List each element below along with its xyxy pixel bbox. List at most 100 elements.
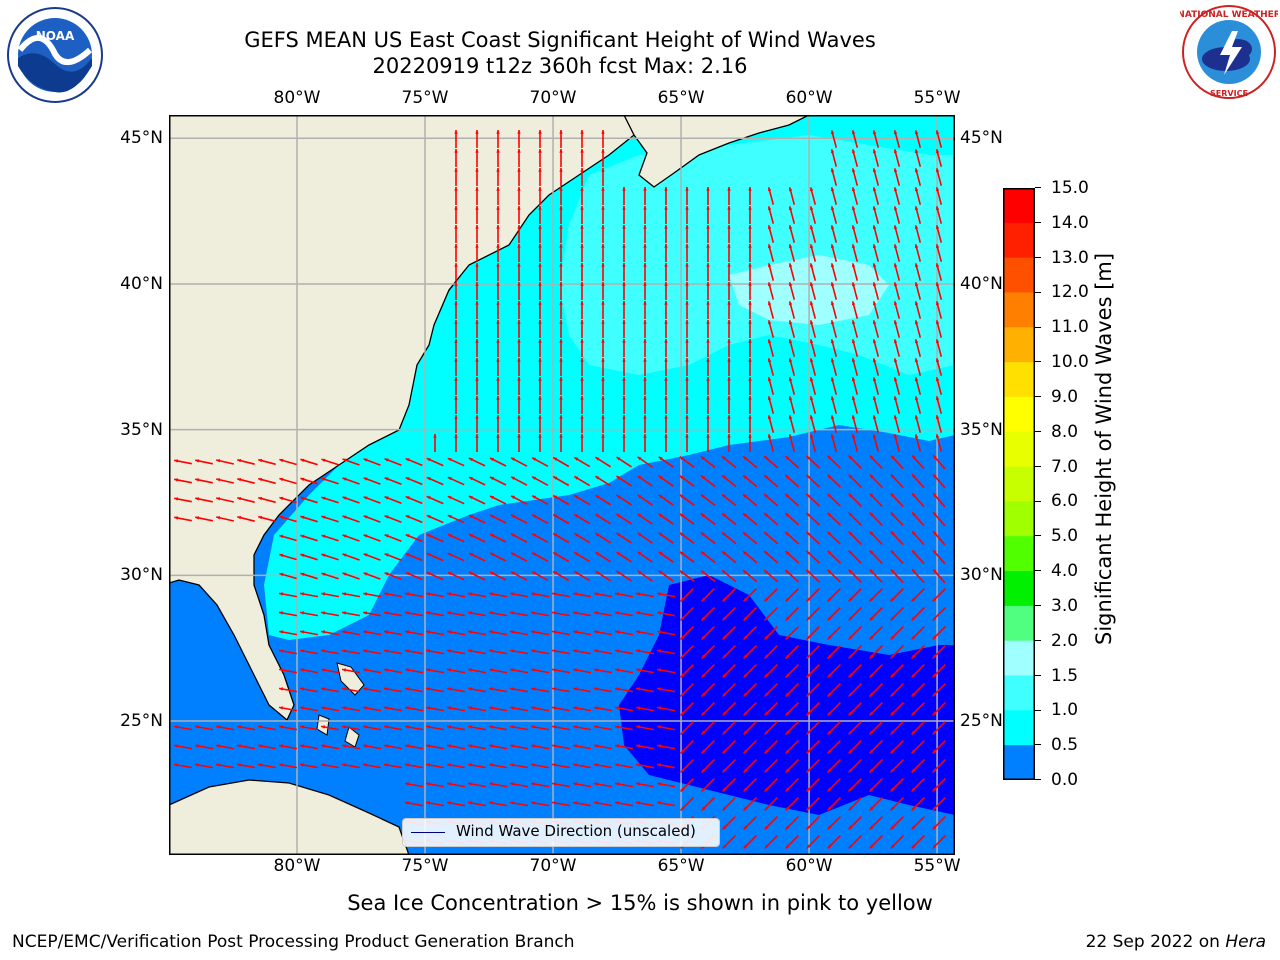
wave-direction-arrowhead	[615, 763, 619, 767]
wave-direction-arrowhead	[764, 787, 769, 792]
wave-direction-arrowhead	[893, 282, 898, 287]
wave-direction-arrowhead	[363, 611, 367, 615]
wave-direction-arrowhead	[727, 225, 731, 229]
wave-direction-arrowhead	[594, 649, 598, 653]
wave-direction-arrowhead	[300, 687, 304, 691]
wave-direction-arrowhead	[706, 206, 710, 210]
wave-direction-arrowhead	[195, 497, 200, 501]
wave-direction-arrowhead	[848, 616, 853, 621]
wave-direction-arrowhead	[933, 512, 937, 517]
wave-direction-arrowhead	[935, 301, 940, 306]
wave-direction-arrowhead	[454, 396, 458, 400]
wave-direction-arrowhead	[538, 282, 542, 286]
wave-direction-arrowhead	[532, 571, 537, 575]
wave-direction-arrowhead	[727, 434, 731, 438]
wave-direction-arrowhead	[890, 531, 895, 536]
wave-direction-arrowhead	[785, 513, 790, 517]
wave-direction-arrowhead	[559, 320, 563, 324]
wave-direction-arrowhead	[872, 187, 877, 192]
wave-direction-arrowhead	[258, 725, 262, 729]
wave-direction-arrowhead	[932, 597, 937, 602]
wave-direction-arrowhead	[911, 597, 916, 602]
wave-direction-arrowhead	[722, 673, 727, 678]
wave-direction-arrowhead	[806, 550, 811, 555]
wave-direction-arrowhead	[454, 377, 458, 381]
wave-direction-arrowhead	[869, 787, 874, 792]
wave-direction-arrowhead	[706, 282, 710, 286]
wave-direction-arrowhead	[573, 744, 577, 748]
wave-direction-arrowhead	[872, 358, 877, 363]
wave-direction-arrowhead	[788, 434, 793, 439]
wave-direction-arrowhead	[658, 570, 663, 575]
wave-direction-arrowhead	[872, 168, 877, 173]
wave-direction-arrowhead	[615, 744, 619, 748]
wave-direction-arrowhead	[517, 339, 521, 343]
wave-direction-arrowhead	[342, 458, 347, 462]
wave-direction-arrowhead	[890, 692, 895, 697]
wave-direction-arrowhead	[872, 377, 877, 382]
colorbar-label: 10.0	[1051, 352, 1089, 373]
wave-direction-arrowhead	[851, 244, 856, 249]
wave-direction-arrowhead	[827, 711, 832, 716]
wave-direction-arrowhead	[258, 496, 263, 501]
wave-direction-arrowhead	[911, 616, 916, 621]
wave-direction-arrowhead	[300, 592, 304, 596]
wave-direction-arrowhead	[935, 396, 940, 401]
wave-direction-arrowhead	[893, 396, 898, 401]
wave-direction-arrowhead	[872, 396, 877, 401]
wave-direction-arrowhead	[664, 301, 668, 305]
wave-direction-arrowhead	[869, 512, 874, 517]
wave-direction-arrowhead	[809, 377, 814, 382]
wave-direction-arrowhead	[685, 244, 689, 248]
wave-direction-arrowhead	[722, 616, 727, 621]
wave-direction-arrowhead	[806, 825, 811, 830]
wave-direction-arrowhead	[935, 168, 940, 173]
wave-direction-arrowhead	[496, 187, 500, 191]
wave-direction-arrowhead	[216, 763, 220, 767]
wave-direction-arrowhead	[657, 592, 661, 596]
wave-direction-arrowhead	[706, 434, 710, 438]
wave-direction-arrowhead	[722, 844, 727, 849]
wave-direction-arrowhead	[935, 358, 940, 363]
wave-direction-arrowhead	[788, 415, 793, 420]
wave-direction-arrowhead	[279, 630, 283, 634]
wave-direction-arrowhead	[743, 806, 748, 811]
wave-direction-arrowhead	[363, 763, 367, 767]
wave-direction-arrowhead	[615, 611, 619, 615]
wave-direction-arrowhead	[384, 611, 388, 615]
wave-direction-arrowhead	[405, 649, 409, 653]
wave-direction-arrowhead	[722, 513, 726, 517]
colorbar-tick	[1035, 291, 1041, 293]
wave-direction-arrowhead	[890, 787, 895, 792]
wave-direction-arrowhead	[475, 396, 479, 400]
wave-direction-arrowhead	[830, 434, 835, 439]
wave-direction-arrowhead	[914, 434, 919, 439]
wave-direction-arrowhead	[510, 649, 514, 653]
wave-direction-arrowhead	[851, 377, 856, 382]
wave-direction-arrowhead	[893, 244, 898, 249]
wave-direction-arrowhead	[848, 531, 853, 536]
wave-direction-arrowhead	[559, 206, 563, 210]
wave-direction-arrowhead	[851, 434, 856, 439]
wave-direction-arrowhead	[830, 149, 835, 154]
wave-direction-arrowhead	[685, 396, 689, 400]
wave-direction-arrowhead	[616, 533, 621, 537]
wave-direction-arrowhead	[426, 782, 430, 786]
wave-direction-arrowhead	[279, 611, 283, 615]
wave-direction-arrowhead	[764, 825, 769, 830]
wave-direction-arrowhead	[748, 282, 752, 286]
wave-direction-arrowhead	[573, 706, 577, 710]
wave-direction-arrowhead	[559, 130, 563, 134]
wave-direction-arrowhead	[384, 515, 389, 519]
wave-direction-arrowhead	[809, 263, 814, 268]
wave-direction-arrowhead	[532, 476, 537, 480]
wave-direction-arrowhead	[912, 531, 916, 536]
wave-direction-arrowhead	[679, 570, 684, 575]
colorbar-segment	[1003, 501, 1035, 537]
wave-direction-arrowhead	[552, 592, 556, 596]
wave-direction-arrowhead	[490, 458, 494, 462]
wave-direction-arrowhead	[914, 415, 919, 420]
wave-direction-arrowhead	[764, 513, 768, 517]
wave-direction-arrowhead	[538, 225, 542, 229]
wave-direction-arrowhead	[890, 597, 895, 602]
